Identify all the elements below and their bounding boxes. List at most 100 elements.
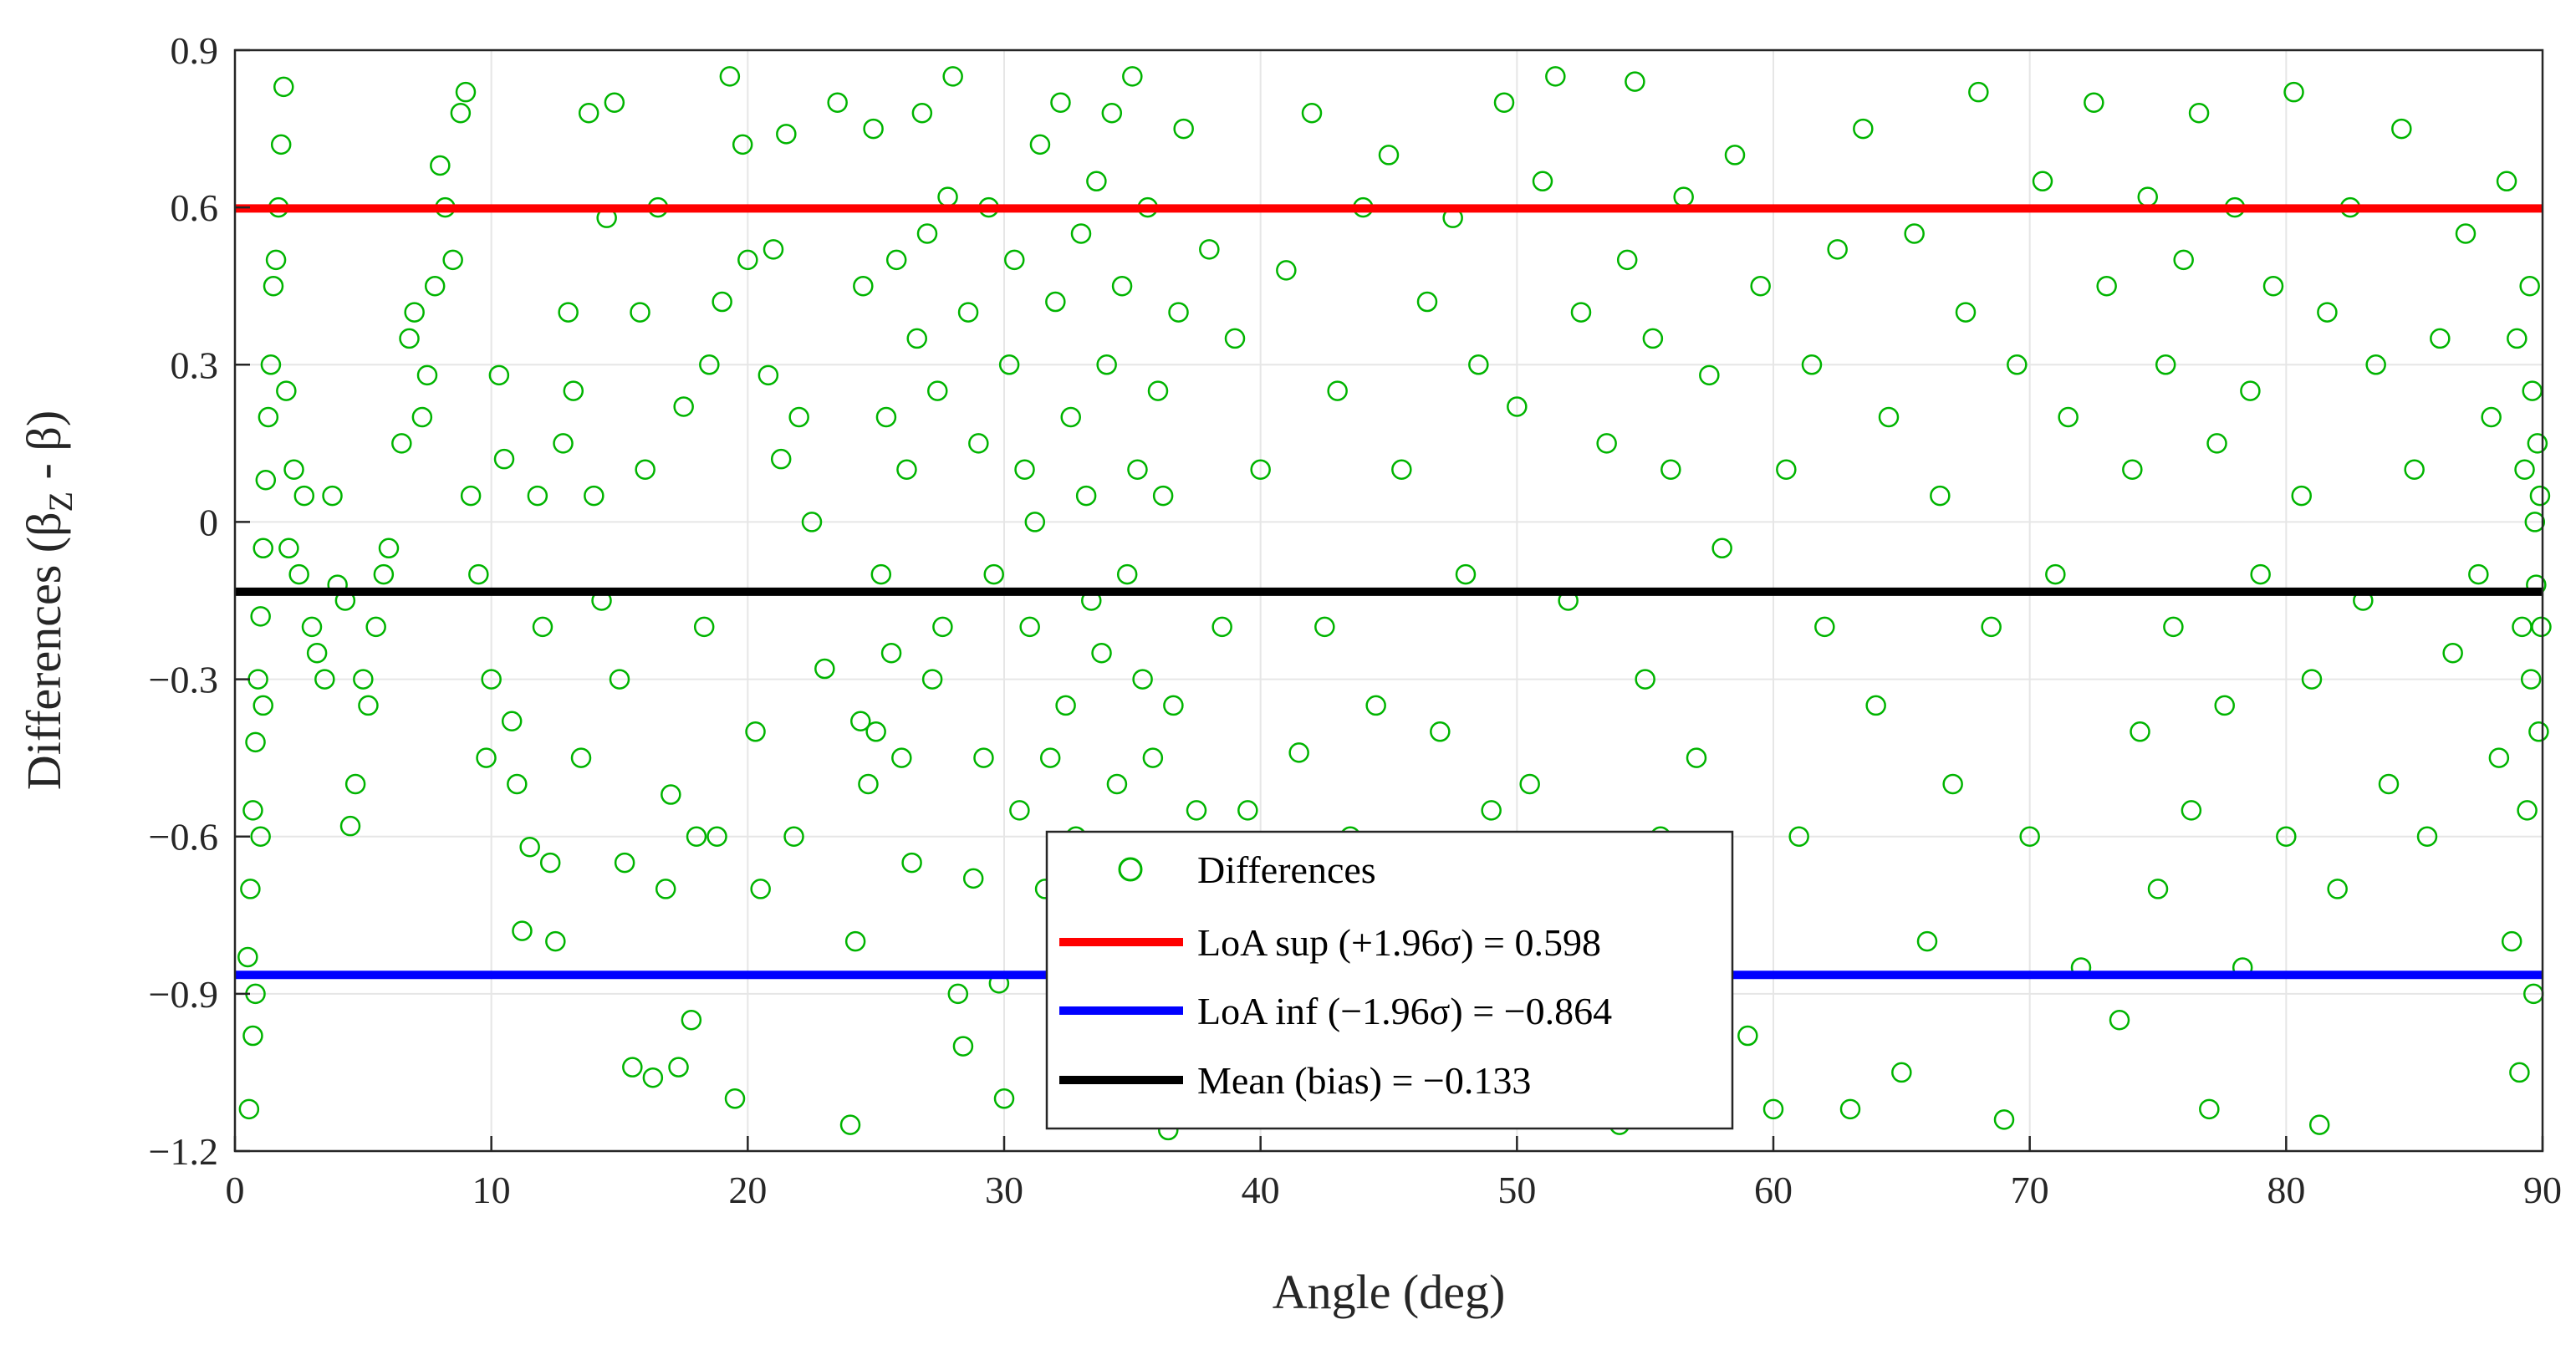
data-point [2206, 433, 2227, 454]
data-point [1532, 171, 1553, 192]
data-point [2283, 81, 2304, 103]
data-point [2519, 275, 2540, 297]
legend-label-mean: Mean (bias) = −0.133 [1197, 1059, 1531, 1102]
data-point [1004, 249, 1025, 271]
data-point [2214, 695, 2235, 716]
data-point [668, 1057, 689, 1078]
y-tick-label: −0.3 [149, 659, 218, 701]
data-point [2327, 879, 2348, 899]
data-point [2308, 1114, 2330, 1135]
data-point [673, 396, 694, 417]
data-point [1570, 302, 1592, 323]
data-point [1853, 118, 1874, 140]
data-point [2529, 485, 2551, 507]
data-point [1055, 695, 1076, 716]
y-tick-label: −1.2 [149, 1130, 218, 1173]
data-point [1519, 773, 1540, 795]
data-point [770, 448, 792, 470]
x-tick-label: 80 [2267, 1169, 2305, 1211]
data-point [2058, 406, 2079, 428]
data-point [850, 711, 871, 731]
data-point [1481, 800, 1502, 821]
x-tick-labels: 0 10 20 30 40 50 60 70 80 90 [226, 1136, 2562, 1211]
data-point [1762, 1098, 1784, 1120]
data-point [1814, 616, 1835, 638]
data-point [1711, 537, 1732, 559]
data-point [584, 485, 604, 507]
data-point [865, 721, 886, 742]
data-point [1891, 1062, 1912, 1083]
data-point [712, 291, 732, 313]
data-point [1075, 485, 1097, 507]
data-point [578, 103, 599, 124]
data-point [916, 223, 938, 244]
data-point [750, 879, 771, 899]
data-point [1968, 81, 1989, 103]
legend-label-loa-inf: LoA inf (−1.96σ) = −0.864 [1197, 990, 1612, 1032]
data-point [468, 563, 489, 585]
data-point [2404, 459, 2425, 480]
data-point [2514, 459, 2535, 480]
x-tick-label: 0 [226, 1169, 245, 1211]
x-axis-title: Angle (deg) [1273, 1265, 1506, 1319]
data-point [2084, 92, 2104, 113]
data-point [2199, 1098, 2220, 1120]
data-point [1237, 800, 1258, 821]
data-point [1365, 695, 1386, 716]
x-tick-label: 30 [985, 1169, 1023, 1211]
data-point [2430, 328, 2451, 349]
data-point [858, 773, 879, 795]
data-point [1430, 721, 1451, 742]
data-point [283, 459, 304, 480]
data-point [942, 66, 963, 87]
y-axis-title: Differences (βZ - β) [17, 410, 79, 790]
data-point [609, 669, 630, 690]
data-point [2032, 171, 2053, 192]
data-point [1507, 396, 1528, 417]
data-point [801, 512, 823, 532]
data-point [507, 773, 528, 795]
data-point [993, 1088, 1015, 1109]
data-point [693, 616, 715, 638]
data-point [399, 328, 420, 349]
data-point [265, 249, 287, 271]
data-point [1827, 239, 1848, 260]
data-point [442, 249, 463, 271]
data-point [655, 879, 676, 899]
y-tick-label: 0 [199, 501, 218, 543]
data-point [911, 103, 933, 124]
data-point [1086, 171, 1107, 192]
data-point [252, 695, 273, 716]
data-point [2522, 380, 2543, 401]
data-point [732, 134, 753, 155]
data-point [288, 563, 309, 585]
y-tick-label: 0.6 [171, 186, 219, 229]
data-point [1635, 669, 1655, 690]
data-point [853, 275, 874, 297]
data-point [2488, 747, 2510, 768]
data-point [2531, 616, 2552, 638]
x-tick-label: 10 [472, 1169, 511, 1211]
data-point [1642, 328, 1664, 349]
data-point [545, 930, 566, 952]
x-tick-label: 90 [2523, 1169, 2562, 1211]
data-point [1009, 800, 1030, 821]
data-point [635, 459, 655, 480]
data-point [661, 784, 681, 805]
data-point [493, 448, 515, 470]
data-point [273, 76, 294, 98]
y-axis-title-prefix: Differences (β [17, 512, 71, 790]
data-point [563, 380, 584, 401]
data-point [875, 406, 897, 428]
data-point [1776, 459, 1797, 480]
data-point [1132, 669, 1153, 690]
data-point [416, 364, 438, 386]
data-point [2155, 354, 2176, 375]
data-point [1699, 364, 1720, 386]
data-point [314, 669, 335, 690]
data-point [1070, 223, 1092, 244]
data-point [737, 249, 758, 271]
data-point [455, 81, 477, 103]
data-point [968, 433, 989, 454]
data-point [1416, 291, 1438, 313]
